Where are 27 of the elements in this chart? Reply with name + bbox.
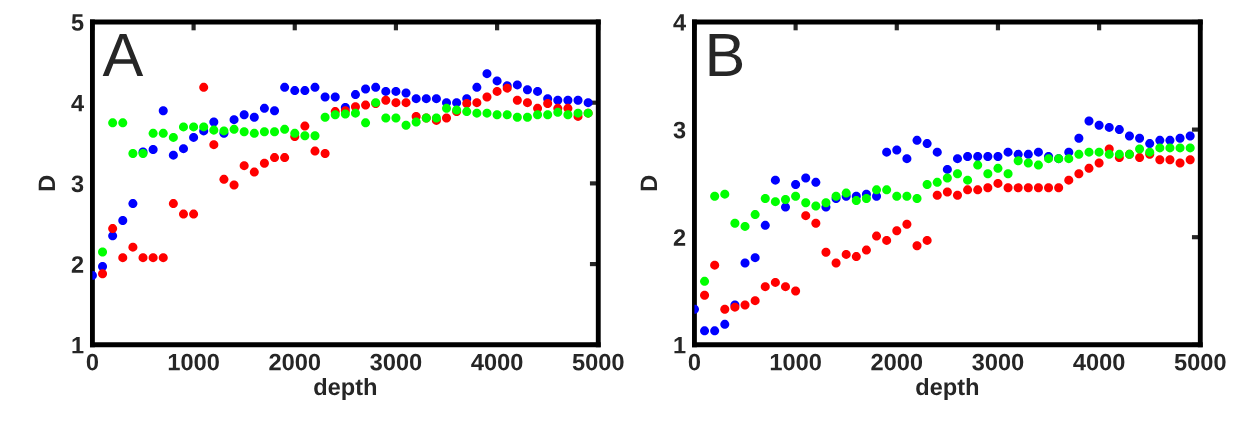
- y-tick-label: 1: [72, 337, 84, 354]
- y-axis-title: D: [38, 175, 55, 191]
- x-tick-label: 3000: [370, 353, 422, 371]
- x-tick-label: 1000: [770, 353, 821, 371]
- y-tick-label: 5: [71, 14, 84, 31]
- y-tick-label: 2: [71, 256, 84, 273]
- annotation: B: [709, 33, 743, 76]
- x-tick-label: 0: [688, 353, 701, 371]
- x-tick-label: 2000: [871, 353, 923, 371]
- x-tick-label: 2000: [269, 353, 321, 371]
- x-tick-label: 4000: [471, 353, 523, 371]
- y-axis-title: D: [640, 175, 657, 191]
- y-tick-label: 4: [673, 14, 686, 31]
- y-tick-label: 1: [674, 337, 686, 354]
- x-axis-title: depth: [314, 377, 377, 400]
- y-tick-label: 3: [71, 175, 84, 193]
- x-tick-label: 5000: [572, 353, 624, 371]
- y-tick-label: 3: [673, 121, 686, 139]
- x-tick-label: 3000: [972, 353, 1024, 371]
- x-tick-label: 0: [86, 353, 99, 371]
- x-axis-title: depth: [916, 377, 979, 400]
- y-tick-label: 4: [71, 95, 84, 112]
- x-tick-label: 5000: [1174, 353, 1226, 371]
- x-tick-label: 4000: [1073, 353, 1125, 371]
- y-tick-label: 2: [673, 229, 686, 246]
- x-tick-label: 1000: [168, 353, 219, 371]
- annotation: A: [102, 33, 144, 76]
